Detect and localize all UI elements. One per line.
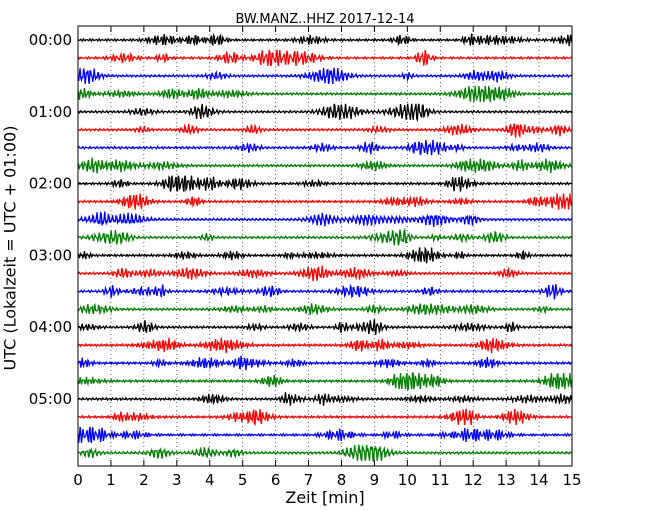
- trace-line: [77, 103, 573, 123]
- y-tick-label: 05:00: [29, 390, 72, 408]
- trace-line: [77, 444, 573, 462]
- x-tick-label: 10: [398, 471, 417, 489]
- plot-frame: [77, 25, 573, 467]
- y-axis-label: UTC (Lokalzeit = UTC + 01:00): [0, 125, 20, 371]
- x-tick-label: 1: [106, 471, 116, 489]
- trace-line: [77, 157, 573, 174]
- x-tick-label: 13: [497, 471, 516, 489]
- trace-line: [77, 319, 573, 335]
- x-tick-label: 8: [337, 471, 347, 489]
- y-tick-label: 01:00: [29, 103, 72, 121]
- trace-line: [77, 283, 573, 300]
- trace-line: [77, 426, 573, 444]
- trace-line: [77, 227, 572, 246]
- chart-title: BW.MANZ..HHZ 2017-12-14: [235, 12, 415, 27]
- trace-line: [77, 193, 573, 210]
- x-tick-label: 7: [304, 471, 314, 489]
- trace-line: [77, 85, 573, 102]
- trace-line: [77, 392, 573, 406]
- y-axis-ticks: 00:00 01:00 02:00 03:00 04:00 05:00: [29, 31, 572, 408]
- trace-line: [77, 337, 573, 354]
- x-axis-label: Zeit [min]: [285, 488, 365, 507]
- x-tick-label: 9: [370, 471, 380, 489]
- trace-line: [77, 175, 573, 192]
- trace-line: [77, 246, 573, 264]
- trace-line: [77, 211, 573, 228]
- trace-line: [77, 123, 573, 139]
- trace-line: [77, 408, 573, 426]
- x-tick-label: 2: [139, 471, 149, 489]
- x-tick-label: 15: [562, 471, 581, 489]
- trace-line: [77, 265, 573, 282]
- y-tick-label: 00:00: [29, 31, 72, 49]
- x-tick-label: 4: [205, 471, 215, 489]
- y-tick-label: 02:00: [29, 175, 72, 193]
- seismogram-traces: [77, 32, 573, 462]
- trace-line: [77, 302, 573, 316]
- y-tick-label: 03:00: [29, 246, 72, 264]
- x-tick-label: 0: [73, 471, 83, 489]
- y-tick-label: 04:00: [29, 318, 72, 336]
- x-tick-label: 6: [271, 471, 281, 489]
- x-tick-label: 11: [431, 471, 450, 489]
- trace-line: [77, 32, 573, 47]
- trace-line: [77, 49, 573, 67]
- x-tick-label: 12: [464, 471, 483, 489]
- x-tick-label: 3: [172, 471, 182, 489]
- vertical-grid-lines: [110, 26, 540, 466]
- trace-line: [77, 355, 573, 371]
- trace-line: [77, 372, 573, 390]
- x-axis-ticks: 0 1 2 3 4 5 6 7 8 9 10 11 12 13 14 15: [73, 26, 582, 489]
- x-tick-label: 5: [238, 471, 248, 489]
- trace-line: [77, 139, 573, 156]
- x-tick-label: 14: [530, 471, 549, 489]
- trace-line: [77, 67, 573, 85]
